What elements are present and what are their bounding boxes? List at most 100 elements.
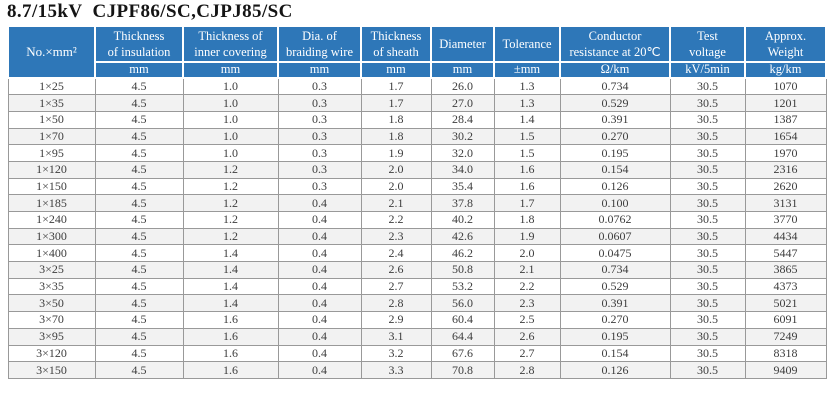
size-cell: 1×120 [7, 160, 96, 179]
table-header: No.×mm² Thickness of insulation Thickness … [7, 25, 827, 79]
column-header: Conductor resistance at 20℃ [559, 25, 671, 63]
size-cell: 3×120 [7, 344, 96, 363]
value-cell: 40.2 [430, 211, 495, 229]
value-cell: 0.154 [559, 160, 671, 179]
value-cell: 0.4 [277, 211, 362, 229]
value-cell: 1.6 [182, 311, 279, 329]
value-cell: 0.391 [559, 110, 671, 129]
value-cell: 8318 [744, 344, 827, 363]
value-cell: 1.6 [182, 361, 279, 379]
size-cell: 1×150 [7, 177, 96, 196]
value-cell: 4.5 [94, 244, 184, 263]
cable-spec-table: No.×mm² Thickness of insulation Thickness … [7, 25, 827, 379]
size-cell: 1×300 [7, 227, 96, 246]
unit-header: ±mm [493, 61, 561, 79]
value-cell: 0.4 [277, 344, 362, 363]
table-row: 1×300 4.5 1.2 0.4 2.3 42.6 1.9 0.0607 30.5 4434 [7, 227, 827, 246]
value-cell: 1.2 [182, 177, 279, 196]
value-cell: 1.6 [182, 327, 279, 346]
value-cell: 1201 [744, 94, 827, 112]
value-cell: 0.100 [559, 194, 671, 212]
value-cell: 27.0 [430, 94, 495, 112]
value-cell: 50.8 [430, 261, 495, 279]
value-cell: 0.0762 [559, 211, 671, 229]
value-cell: 30.5 [669, 144, 746, 162]
value-cell: 0.4 [277, 327, 362, 346]
value-cell: 0.195 [559, 327, 671, 346]
value-cell: 30.5 [669, 244, 746, 263]
value-cell: 1.4 [182, 261, 279, 279]
value-cell: 30.5 [669, 94, 746, 112]
value-cell: 67.6 [430, 344, 495, 363]
value-cell: 1.7 [360, 94, 432, 112]
value-cell: 53.2 [430, 277, 495, 296]
column-header: Thickness of insulation [94, 25, 184, 63]
value-cell: 0.391 [559, 294, 671, 313]
value-cell: 0.4 [277, 311, 362, 329]
value-cell: 0.734 [559, 261, 671, 279]
value-cell: 28.4 [430, 110, 495, 129]
value-cell: 30.5 [669, 211, 746, 229]
size-cell: 3×150 [7, 361, 96, 379]
table-body: 1×25 4.5 1.0 0.3 1.7 26.0 1.3 0.734 30.5 1070 1×35… [7, 77, 827, 379]
unit-header: kg/km [744, 61, 827, 79]
value-cell: 1.8 [493, 211, 561, 229]
value-cell: 30.5 [669, 311, 746, 329]
value-cell: 0.4 [277, 361, 362, 379]
unit-header: mm [182, 61, 279, 79]
value-cell: 1970 [744, 144, 827, 162]
value-cell: 46.2 [430, 244, 495, 263]
value-cell: 4.5 [94, 127, 184, 146]
value-cell: 1.7 [493, 194, 561, 212]
size-cell: 1×70 [7, 127, 96, 146]
value-cell: 1654 [744, 127, 827, 146]
value-cell: 30.5 [669, 77, 746, 96]
size-cell: 1×400 [7, 244, 96, 263]
table-row: 3×35 4.5 1.4 0.4 2.7 53.2 2.2 0.529 30.5 4373 [7, 277, 827, 296]
value-cell: 35.4 [430, 177, 495, 196]
value-cell: 4.5 [94, 94, 184, 112]
value-cell: 1.3 [493, 94, 561, 112]
value-cell: 30.5 [669, 177, 746, 196]
value-cell: 0.4 [277, 244, 362, 263]
value-cell: 4.5 [94, 194, 184, 212]
value-cell: 3131 [744, 194, 827, 212]
value-cell: 3.1 [360, 327, 432, 346]
value-cell: 1070 [744, 77, 827, 96]
value-cell: 30.5 [669, 361, 746, 379]
value-cell: 1.4 [182, 294, 279, 313]
value-cell: 1.9 [493, 227, 561, 246]
value-cell: 2.8 [360, 294, 432, 313]
size-cell: 1×25 [7, 77, 96, 96]
size-cell: 1×35 [7, 94, 96, 112]
value-cell: 4.5 [94, 77, 184, 96]
value-cell: 4373 [744, 277, 827, 296]
value-cell: 0.4 [277, 227, 362, 246]
size-cell: 3×35 [7, 277, 96, 296]
value-cell: 1.2 [182, 160, 279, 179]
size-cell: 3×50 [7, 294, 96, 313]
value-cell: 2.3 [493, 294, 561, 313]
value-cell: 2.0 [360, 177, 432, 196]
value-cell: 42.6 [430, 227, 495, 246]
table-row: 1×35 4.5 1.0 0.3 1.7 27.0 1.3 0.529 30.5 1201 [7, 94, 827, 112]
value-cell: 0.3 [277, 127, 362, 146]
value-cell: 2.8 [493, 361, 561, 379]
value-cell: 2.5 [493, 311, 561, 329]
value-cell: 3.3 [360, 361, 432, 379]
column-header: Dia. of braiding wire [277, 25, 362, 63]
value-cell: 30.5 [669, 344, 746, 363]
value-cell: 1.5 [493, 144, 561, 162]
value-cell: 1.6 [493, 177, 561, 196]
table-row: 3×150 4.5 1.6 0.4 3.3 70.8 2.8 0.126 30.5 9409 [7, 361, 827, 379]
size-cell: 3×25 [7, 261, 96, 279]
size-cell: 1×95 [7, 144, 96, 162]
value-cell: 0.270 [559, 127, 671, 146]
value-cell: 30.5 [669, 227, 746, 246]
value-cell: 0.3 [277, 177, 362, 196]
value-cell: 0.126 [559, 361, 671, 379]
value-cell: 4.5 [94, 110, 184, 129]
value-cell: 56.0 [430, 294, 495, 313]
value-cell: 3.2 [360, 344, 432, 363]
size-cell: 1×50 [7, 110, 96, 129]
